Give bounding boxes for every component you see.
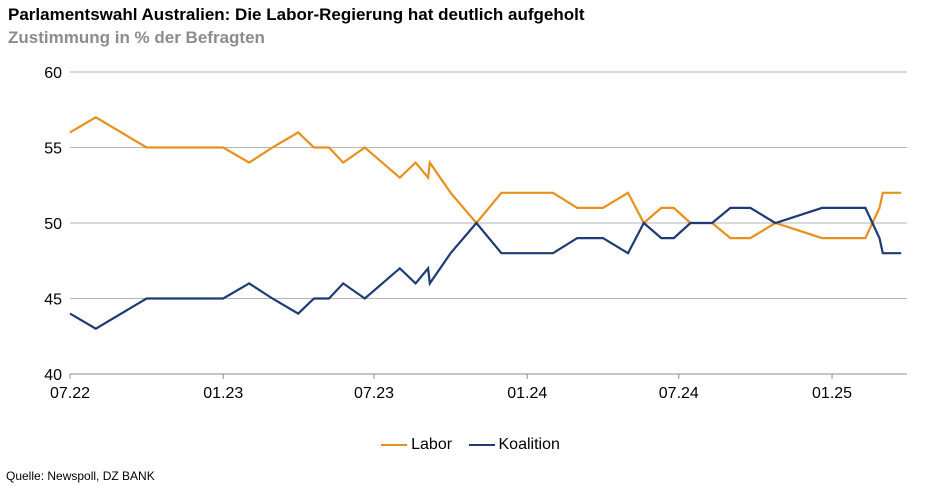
y-tick-label: 60 bbox=[44, 65, 62, 82]
x-tick-label: 01.25 bbox=[812, 385, 852, 402]
series bbox=[69, 116, 902, 330]
axes: 40 45 50 55 60 07.22 01.23 07.23 01.24 07.24 01.25 bbox=[44, 65, 852, 402]
y-tick-label: 50 bbox=[44, 216, 62, 233]
legend-label-koalition: Koalition bbox=[498, 436, 560, 453]
series-line-labor bbox=[69, 116, 902, 240]
chart-title: Parlamentswahl Australien: Die Labor-Reg… bbox=[8, 5, 585, 24]
legend-swatch-labor bbox=[381, 444, 408, 446]
legend-label-labor: Labor bbox=[411, 436, 453, 453]
y-tick-label: 45 bbox=[44, 292, 62, 309]
source-note: Quelle: Newspoll, DZ BANK bbox=[6, 469, 155, 483]
legend-item-koalition: Koalition bbox=[468, 436, 560, 454]
legend: Labor Koalition bbox=[0, 433, 941, 454]
x-tick-label: 07.24 bbox=[659, 385, 699, 402]
gridlines bbox=[70, 71, 907, 375]
y-tick-label: 40 bbox=[44, 367, 62, 384]
legend-swatch-koalition bbox=[468, 444, 495, 446]
y-tick-label: 55 bbox=[44, 141, 62, 158]
x-tick-label: 01.24 bbox=[507, 385, 547, 402]
legend-item-labor: Labor bbox=[381, 436, 452, 454]
x-tick-label: 07.22 bbox=[50, 385, 90, 402]
x-tick-label: 07.23 bbox=[354, 385, 394, 402]
x-tick-label: 01.23 bbox=[203, 385, 243, 402]
series-line-koalition bbox=[69, 206, 902, 330]
chart-subtitle: Zustimmung in % der Befragten bbox=[8, 28, 265, 47]
line-chart: 40 45 50 55 60 07.22 01.23 07.23 01.24 07.24 01.25 bbox=[44, 65, 907, 402]
